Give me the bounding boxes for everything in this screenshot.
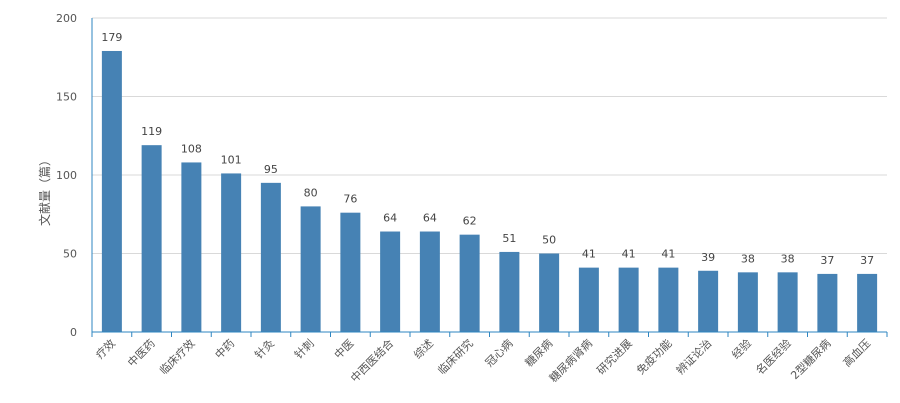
bar [777, 272, 798, 332]
x-tick-label: 疗效 [93, 336, 118, 361]
data-label: 64 [423, 212, 437, 225]
data-label: 108 [181, 142, 202, 155]
bar [101, 50, 122, 332]
bar [698, 270, 719, 332]
bar [499, 251, 520, 332]
data-label: 38 [781, 252, 795, 265]
x-tick-label: 临床疗效 [156, 336, 197, 377]
data-label: 179 [101, 31, 122, 44]
data-label: 37 [860, 254, 874, 267]
x-tick-label: 综述 [411, 336, 436, 361]
bar [340, 212, 361, 332]
bar [300, 206, 321, 332]
x-tick-label: 中药 [212, 337, 237, 362]
data-label: 41 [661, 248, 675, 261]
bar [141, 145, 162, 332]
x-tick-label: 中西医结合 [347, 336, 396, 385]
bar [419, 231, 440, 332]
x-tick-label: 研究进展 [594, 336, 635, 377]
y-tick-label: 0 [70, 326, 77, 339]
data-label: 119 [141, 125, 162, 138]
bar [857, 273, 878, 332]
data-label: 62 [463, 215, 477, 228]
data-label: 38 [741, 252, 755, 265]
data-label: 41 [582, 248, 596, 261]
y-tick-label: 100 [56, 169, 77, 182]
data-label: 37 [820, 254, 834, 267]
x-tick-label: 冠心病 [482, 336, 515, 369]
axes [91, 18, 888, 337]
data-label: 95 [264, 163, 278, 176]
y-tick-label: 200 [56, 12, 77, 25]
y-tick-label: 150 [56, 91, 77, 104]
bar [380, 231, 401, 332]
data-label: 80 [304, 186, 318, 199]
x-tick-label: 2型糖尿病 [788, 336, 834, 382]
x-tick-label: 针灸 [252, 336, 277, 361]
y-tick-label: 50 [63, 248, 77, 261]
bars [101, 50, 878, 332]
x-tick-label: 针刺 [291, 336, 316, 361]
bar [539, 253, 560, 332]
data-label: 76 [343, 193, 357, 206]
x-tick-label: 中医药 [125, 337, 158, 370]
x-tick-label: 中医 [332, 337, 357, 362]
bar [618, 267, 639, 332]
bar [260, 182, 281, 332]
bar [578, 267, 599, 332]
data-label: 101 [221, 153, 242, 166]
data-label: 51 [502, 232, 516, 245]
bar [221, 173, 242, 332]
x-tick-label: 免疫功能 [633, 336, 674, 377]
x-tick-label: 糖尿病肾病 [546, 336, 595, 385]
data-label: 50 [542, 234, 556, 247]
bar [181, 162, 202, 332]
bar [737, 272, 758, 332]
x-tick-label: 经验 [729, 336, 754, 361]
data-label: 39 [701, 251, 715, 264]
bar [658, 267, 679, 332]
data-label: 41 [622, 248, 636, 261]
x-tick-label: 辨证论治 [673, 336, 714, 377]
x-tick-label: 临床研究 [435, 336, 476, 377]
grid-lines [92, 17, 887, 254]
x-tick-label: 糖尿病 [522, 336, 555, 369]
x-tick-label: 高血压 [840, 336, 873, 369]
bar [817, 273, 838, 332]
data-label: 64 [383, 212, 397, 225]
y-axis-label: 文献量（篇） [37, 154, 52, 226]
x-tick-label: 名医经验 [753, 336, 794, 377]
bar [459, 234, 480, 332]
